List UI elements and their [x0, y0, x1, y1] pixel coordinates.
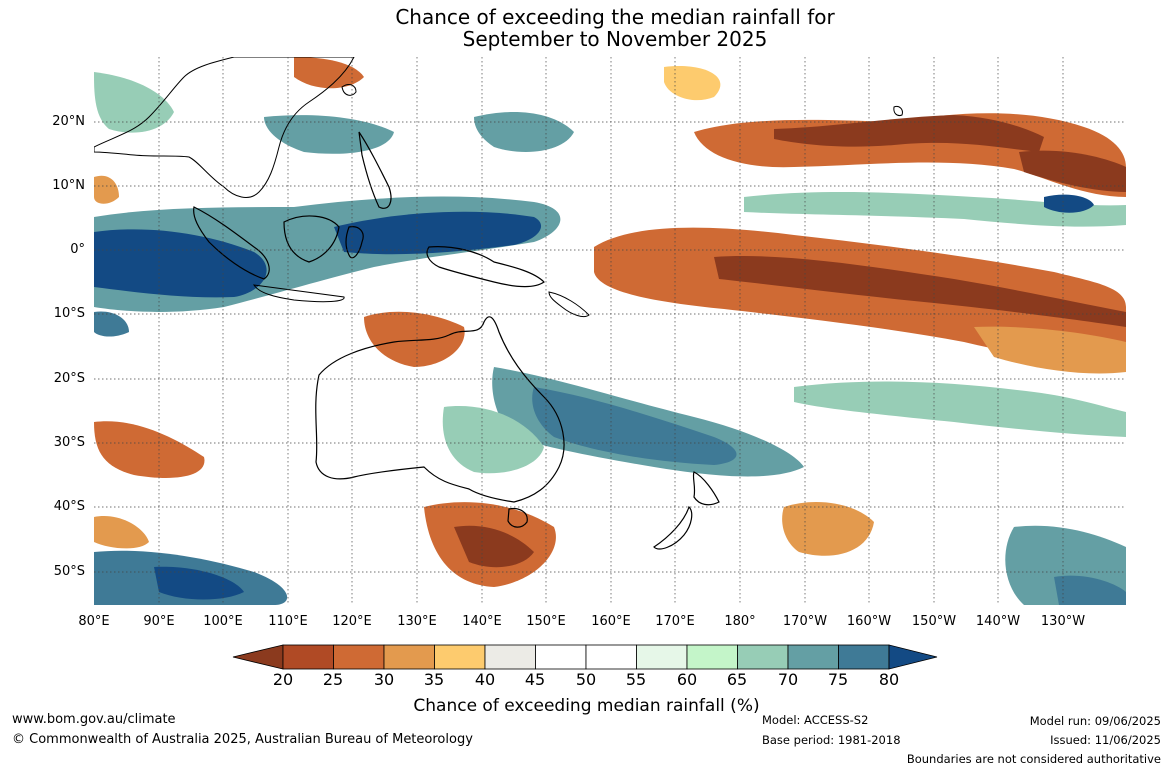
graticule [94, 57, 1126, 605]
model-run-text: Model run: 09/06/2025 [1029, 714, 1161, 728]
colorbar-swatch [282, 644, 334, 670]
model-text: Model: ACCESS-S2 [762, 713, 869, 727]
asia-coastlines [94, 57, 903, 318]
lat-label-50s: 50°S [53, 564, 85, 579]
colorbar [232, 644, 938, 670]
lat-label-20s: 20°S [53, 371, 85, 386]
colorbar-tick-50: 50 [575, 670, 597, 689]
lon-label-80e: 80°E [78, 614, 110, 629]
lon-label-160e: 160°E [591, 614, 631, 629]
lon-label-130e: 130°E [397, 614, 437, 629]
colorbar-swatch [484, 644, 536, 670]
lon-label-110e: 110°E [268, 614, 308, 629]
lat-label-10s: 10°S [53, 306, 85, 321]
colorbar-swatch [585, 644, 637, 670]
colorbar-tick-25: 25 [322, 670, 344, 689]
rainfall-outlook-map [94, 57, 1126, 605]
colorbar-tick-35: 35 [423, 670, 445, 689]
wet-regions [94, 72, 1126, 605]
lon-label-100e: 100°E [203, 614, 243, 629]
lon-label-120e: 120°E [332, 614, 372, 629]
colorbar-arrow-high [888, 644, 938, 670]
colorbar-tick-30: 30 [373, 670, 395, 689]
base-period-text: Base period: 1981-2018 [762, 733, 901, 747]
lon-label-150e: 150°E [526, 614, 566, 629]
colorbar-tick-40: 40 [474, 670, 496, 689]
colorbar-tick-60: 60 [676, 670, 698, 689]
lon-label-160w: 160°W [846, 614, 892, 629]
colorbar-tick-70: 70 [777, 670, 799, 689]
colorbar-swatches [232, 644, 938, 670]
lon-label-140w: 140°W [975, 614, 1021, 629]
colorbar-tick-45: 45 [524, 670, 546, 689]
colorbar-swatch [838, 644, 890, 670]
lat-label-0: 0° [70, 242, 85, 257]
lon-label-170w: 170°W [782, 614, 828, 629]
colorbar-swatch [787, 644, 839, 670]
map-canvas [94, 57, 1126, 605]
lon-label-180: 180° [724, 614, 756, 629]
colorbar-swatch [535, 644, 587, 670]
lat-label-40s: 40°S [53, 499, 85, 514]
colorbar-swatch [686, 644, 738, 670]
lon-label-130w: 130°W [1040, 614, 1086, 629]
colorbar-swatch [737, 644, 789, 670]
issued-text: Issued: 11/06/2025 [1050, 733, 1161, 747]
lat-label-10n: 10°N [52, 178, 85, 193]
lat-label-20n: 20°N [52, 114, 85, 129]
colorbar-swatch [333, 644, 385, 670]
lon-label-90e: 90°E [143, 614, 175, 629]
lon-label-170e: 170°E [655, 614, 695, 629]
colorbar-swatch [434, 644, 486, 670]
lon-label-140e: 140°E [462, 614, 502, 629]
colorbar-label: Chance of exceeding median rainfall (%) [413, 696, 760, 716]
dry-regions [94, 57, 1126, 587]
colorbar-tick-20: 20 [272, 670, 294, 689]
map-title-line2: September to November 2025 [462, 27, 768, 51]
colorbar-swatch [383, 644, 435, 670]
lat-label-30s: 30°S [53, 435, 85, 450]
colorbar-tick-80: 80 [878, 670, 900, 689]
colorbar-arrow-low [232, 644, 284, 670]
new-zealand-coastline [653, 471, 720, 550]
map-title-line1: Chance of exceeding the median rainfall … [395, 5, 835, 29]
colorbar-tick-65: 65 [726, 670, 748, 689]
colorbar-tick-75: 75 [827, 670, 849, 689]
website-link[interactable]: www.bom.gov.au/climate [12, 712, 176, 727]
colorbar-tick-55: 55 [625, 670, 647, 689]
lon-label-150w: 150°W [911, 614, 957, 629]
colorbar-swatch [636, 644, 688, 670]
copyright-text: © Commonwealth of Australia 2025, Austra… [12, 732, 473, 747]
disclaimer-text: Boundaries are not considered authoritat… [906, 752, 1161, 766]
australia-coastline [315, 316, 565, 528]
